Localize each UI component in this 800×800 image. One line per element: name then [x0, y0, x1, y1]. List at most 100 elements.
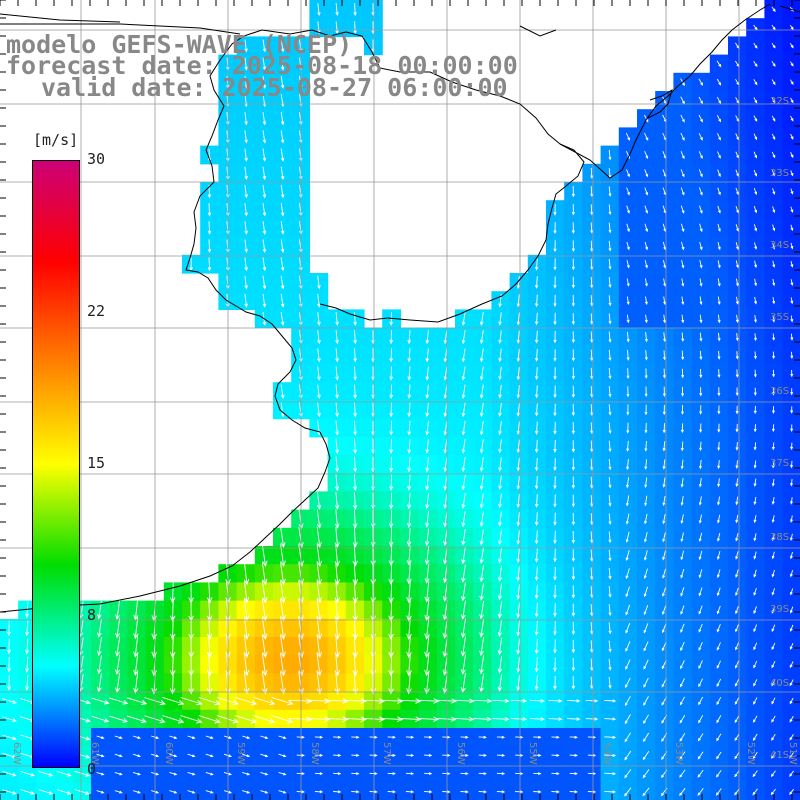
wind-vector-arrow [553, 530, 557, 545]
wind-vector-arrow [789, 770, 794, 777]
wind-vector-arrow [698, 660, 703, 670]
wind-vector-arrow [663, 296, 667, 306]
wind-vector-arrow [698, 587, 703, 597]
wind-vector-arrow [389, 402, 394, 418]
wind-vector-arrow [625, 495, 630, 507]
wind-vector-arrow [387, 735, 396, 739]
wind-vector-arrow [608, 676, 612, 690]
wind-vector-arrow [516, 294, 521, 308]
wind-vector-arrow [479, 600, 485, 620]
wind-vector-arrow [280, 653, 286, 677]
wind-vector-arrow [753, 224, 758, 232]
wind-vector-arrow [772, 188, 776, 195]
wind-vector-arrow [242, 771, 251, 776]
wind-speed-cell [36, 782, 56, 800]
wind-vector-arrow [262, 184, 267, 199]
wind-vector-arrow [244, 184, 248, 199]
wind-vector-arrow [479, 457, 484, 472]
wind-vector-arrow [460, 636, 466, 657]
longitude-label: 62W [11, 742, 22, 765]
colorbar-tick: 15 [87, 454, 106, 472]
wind-vector-arrow [335, 420, 340, 436]
wind-vector-arrow [516, 638, 521, 655]
wind-vector-arrow [626, 223, 630, 233]
wind-vector-arrow [643, 586, 649, 598]
wind-vector-arrow [753, 606, 757, 615]
wind-speed-cell [782, 163, 800, 183]
wind-vector-arrow [735, 587, 739, 597]
wind-vector-arrow [362, 698, 386, 704]
wind-vector-arrow [180, 696, 203, 706]
wind-vector-arrow [717, 405, 721, 415]
wind-vector-arrow [205, 771, 214, 776]
wind-vector-arrow [280, 616, 286, 640]
wind-vector-arrow [206, 671, 213, 695]
wind-vector-arrow [189, 257, 193, 272]
forecast-date: forecast date: 2025-08-18 00:00:00 [6, 51, 518, 80]
wind-vector-arrow [753, 369, 757, 378]
wind-vector-arrow [478, 772, 487, 776]
wind-vector-arrow [604, 699, 617, 703]
wind-vector-arrow [680, 678, 685, 688]
wind-vector-arrow [626, 331, 630, 343]
wind-vector-arrow [679, 714, 686, 724]
wind-vector-arrow [115, 600, 121, 621]
wind-vector-arrow [590, 167, 594, 179]
wind-vector-arrow [590, 385, 594, 398]
wind-vector-arrow [735, 514, 739, 524]
wind-vector-arrow [260, 771, 269, 776]
wind-vector-arrow [644, 350, 648, 361]
wind-vector-arrow [335, 384, 339, 400]
wind-vector-arrow [280, 635, 286, 659]
wind-vector-arrow [548, 717, 563, 721]
wind-vector-arrow [608, 586, 612, 598]
wind-vector-arrow [206, 653, 213, 677]
wind-vector-arrow [479, 475, 484, 491]
wind-vector-arrow [590, 603, 594, 617]
wind-vector-arrow [533, 735, 542, 739]
wind-vector-arrow [498, 457, 502, 472]
wind-vector-arrow [734, 733, 740, 742]
wind-vector-arrow [698, 678, 704, 688]
wind-vector-arrow [534, 512, 539, 527]
wind-vector-arrow [608, 149, 612, 161]
wind-vector-arrow [317, 366, 321, 381]
wind-vector-arrow [571, 349, 576, 362]
wind-vector-arrow [316, 635, 323, 659]
wind-vector-arrow [353, 311, 357, 327]
wind-vector-arrow [625, 477, 630, 489]
longitude-label: 59W [235, 742, 246, 765]
wind-vector-arrow [534, 403, 539, 417]
wind-vector-arrow [590, 295, 594, 307]
wind-vector-arrow [498, 511, 502, 527]
wind-vector-arrow [753, 133, 758, 141]
wind-vector-arrow [407, 384, 412, 400]
wind-vector-arrow [625, 568, 630, 580]
wind-vector-arrow [699, 296, 703, 306]
wind-vector-arrow [244, 203, 248, 217]
wind-vector-arrow [380, 716, 404, 723]
wind-vector-arrow [571, 567, 576, 581]
wind-speed-cell [782, 54, 800, 74]
wind-vector-arrow [353, 420, 358, 436]
wind-vector-arrow [681, 278, 685, 287]
wind-vector-arrow [352, 580, 359, 604]
wind-vector-arrow [38, 789, 54, 795]
wind-vector-arrow [680, 532, 684, 543]
wind-vector-arrow [91, 715, 110, 723]
wind-vector-arrow [352, 527, 358, 548]
wind-vector-arrow [407, 330, 411, 345]
wind-vector-arrow [644, 404, 648, 416]
wind-vector-arrow [6, 638, 11, 655]
wind-vector-arrow [625, 677, 631, 688]
wind-vector-arrow [460, 654, 466, 675]
wind-vector-arrow [698, 532, 703, 542]
wind-vector-arrow [405, 772, 415, 776]
wind-vector-arrow [716, 133, 721, 141]
wind-vector-arrow [772, 333, 776, 341]
wind-vector-arrow [697, 769, 704, 778]
wind-vector-arrow [278, 771, 287, 776]
wind-vector-arrow [790, 133, 794, 140]
wind-vector-arrow [680, 477, 684, 488]
wind-vector-arrow [680, 568, 685, 579]
